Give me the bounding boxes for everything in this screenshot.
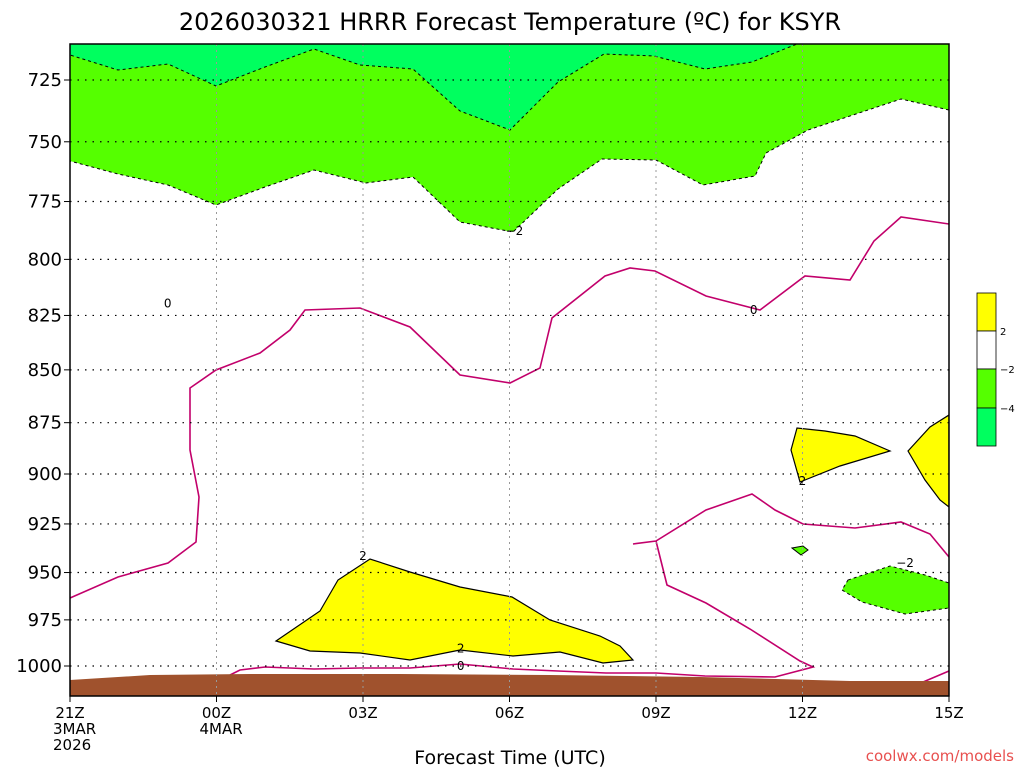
region-above-2-right <box>907 414 949 508</box>
contour-label: 0 <box>750 303 758 317</box>
y-tick-label: 950 <box>28 563 62 584</box>
contour-label: −2 <box>896 556 914 570</box>
contour-label: 0 <box>457 659 465 673</box>
y-tick-label: 975 <box>28 610 62 631</box>
y-tick-label: 800 <box>28 249 62 270</box>
legend-swatch-below-minus4 <box>976 407 997 447</box>
legend-swatch-above-2 <box>976 292 997 332</box>
grid <box>70 44 949 696</box>
region-minus4-dot <box>790 545 809 556</box>
region-minus2-to-minus4 <box>70 44 949 232</box>
x-tick-label: 2026 <box>53 736 91 754</box>
contour-label: 0 <box>164 296 172 310</box>
y-tick-label: 725 <box>28 70 62 91</box>
x-tick-label: 3MAR <box>53 720 96 738</box>
y-tick-label: 925 <box>28 514 62 535</box>
region-above-2-main <box>274 558 635 664</box>
contour-label: 2 <box>457 642 465 656</box>
region-above-2-mid <box>790 427 892 483</box>
x-tick-label: 00Z <box>202 704 231 722</box>
region-minus4-right <box>841 565 949 615</box>
legend-label: 2 <box>1000 327 1006 338</box>
x-tick-label: 4MAR <box>200 720 243 738</box>
x-tick-label: 12Z <box>788 704 817 722</box>
y-tick-label: 875 <box>28 413 62 434</box>
credit-link[interactable]: coolwx.com/models <box>866 747 1014 765</box>
contour-label: 2 <box>359 549 367 563</box>
y-tick-label: 775 <box>28 192 62 213</box>
chart-title: 2026030321 HRRR Forecast Temperature (ºC… <box>179 8 841 36</box>
axes: 725 750 775 800 825 850 875 900 925 950 975 1000 21Z… <box>16 70 964 754</box>
x-tick-label: 21Z <box>55 704 84 722</box>
ground <box>70 674 949 696</box>
colorbar-legend: 2 −2 −4 <box>976 292 1015 447</box>
x-tick-label: 03Z <box>348 704 377 722</box>
legend-swatch-minus4-to-minus2 <box>976 368 997 409</box>
y-tick-label: 825 <box>28 305 62 326</box>
contour-labels: −2 0 0 2 2 0 2 −2 <box>164 224 914 673</box>
y-tick-label: 750 <box>28 132 62 153</box>
y-tick-label: 850 <box>28 360 62 381</box>
legend-label: −2 <box>1000 365 1015 376</box>
x-axis-label: Forecast Time (UTC) <box>414 747 605 768</box>
y-tick-label: 900 <box>28 464 62 485</box>
legend-swatch-minus2-to-2 <box>976 330 997 370</box>
y-tick-label: 1000 <box>16 656 62 677</box>
x-tick-label: 09Z <box>641 704 670 722</box>
plot-frame <box>69 43 950 697</box>
contour-label: 2 <box>799 474 807 488</box>
legend-label: −4 <box>1000 404 1015 415</box>
contour-label: −2 <box>506 224 524 238</box>
zero-isotherm <box>70 216 949 686</box>
x-tick-label: 06Z <box>495 704 524 722</box>
x-tick-label: 15Z <box>934 704 963 722</box>
